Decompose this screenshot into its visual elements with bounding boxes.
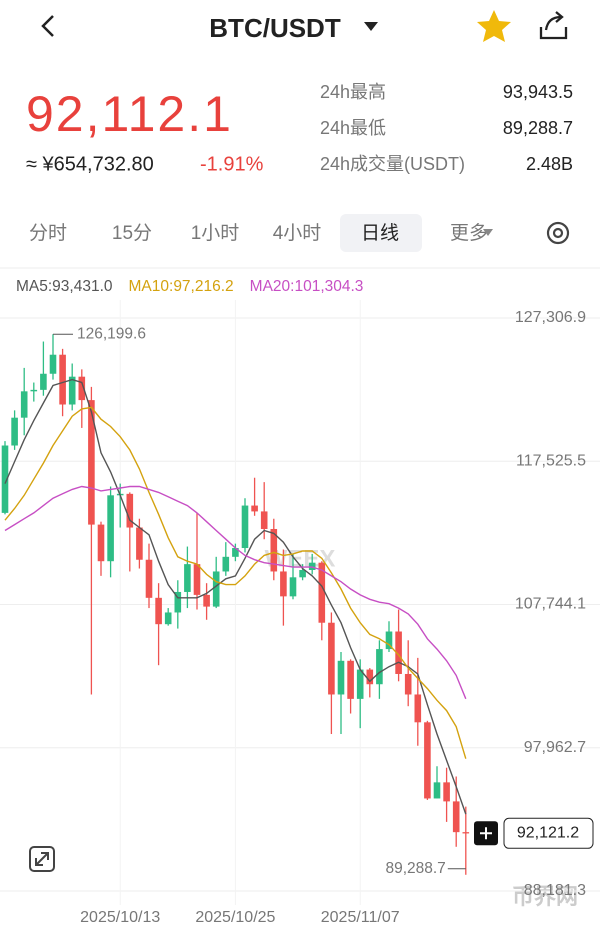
candle-body	[366, 669, 374, 685]
price-change: -1.91%	[200, 153, 264, 175]
pair-title[interactable]: BTC/USDT	[209, 13, 341, 43]
candle-body	[78, 376, 86, 401]
ma-legend: MA20:101,304.3	[250, 278, 364, 295]
x-tick-label: 2025/10/13	[80, 909, 160, 926]
settings-button[interactable]	[546, 221, 570, 245]
candle-body	[260, 511, 268, 529]
candle-body	[299, 569, 306, 578]
stat-value: 2.48B	[526, 154, 573, 174]
stat-value: 93,943.5	[503, 82, 573, 102]
price-tag-box	[503, 817, 594, 849]
ma-line	[4, 406, 467, 759]
last-price: 92,112.1	[26, 86, 233, 142]
x-tick-label: 2025/11/07	[321, 909, 400, 926]
stat-label: 24h最低	[320, 118, 386, 138]
candle-body	[395, 631, 402, 674]
candle-body	[376, 649, 383, 685]
candle-body	[452, 801, 460, 833]
candle-body	[251, 505, 258, 512]
candle-body	[40, 373, 47, 390]
candle-body	[68, 376, 76, 405]
timeframe-tab[interactable]: 日线	[361, 222, 399, 244]
y-tick-label: 88,181.3	[524, 882, 586, 899]
candle-body	[88, 400, 95, 525]
timeframe-tab[interactable]: 1小时	[191, 222, 240, 244]
y-tick-label: 107,744.1	[515, 596, 586, 613]
stat-label: 24h最高	[320, 82, 386, 102]
timeframe-tab[interactable]: 更多	[450, 222, 488, 244]
candle-body	[174, 591, 182, 613]
back-button[interactable]	[41, 15, 54, 37]
candle-body	[289, 577, 297, 597]
candle-body	[443, 782, 450, 802]
candle-body	[212, 571, 220, 607]
candle-body	[356, 669, 364, 699]
y-tick-label: 117,525.5	[516, 452, 586, 469]
candle-body	[318, 562, 326, 623]
price-tag-label: 92,121.2	[517, 825, 579, 842]
stat-label: 24h成交量(USDT)	[320, 154, 465, 174]
crosshair-plus	[480, 827, 492, 840]
candle-body	[328, 622, 335, 695]
candle-body	[136, 527, 143, 560]
candle-body	[424, 722, 431, 799]
ma-line	[4, 378, 467, 815]
y-tick-label: 97,962.7	[524, 739, 586, 756]
candle-body	[241, 505, 249, 549]
timeframe-tab[interactable]: 15分	[112, 222, 152, 244]
favorite-star[interactable]	[477, 10, 511, 42]
ma-line	[4, 485, 467, 700]
candle-body	[59, 354, 66, 405]
candle-body	[107, 495, 114, 562]
candle-body	[30, 389, 38, 392]
cny-price: ≈ ¥654,732.80	[26, 153, 154, 175]
fullscreen-button[interactable]	[29, 846, 55, 872]
candle-body	[145, 559, 153, 598]
candle-body	[126, 493, 134, 528]
y-tick-label: 127,306.9	[515, 309, 586, 326]
candle-body	[20, 391, 28, 418]
watermark: 币界网	[512, 884, 578, 909]
more-dropdown[interactable]	[483, 229, 493, 236]
candle-body	[193, 564, 201, 595]
active-tab-bg	[340, 214, 422, 252]
candle-body	[347, 660, 354, 699]
ma-legend: MA10:97,216.2	[129, 278, 234, 295]
min-label: 89,288.7	[385, 860, 445, 877]
timeframe-tab[interactable]: 分时	[29, 222, 67, 244]
candle-body	[270, 528, 278, 572]
max-label: 126,199.6	[77, 325, 146, 342]
candle-body	[164, 612, 172, 625]
candle-body	[184, 564, 191, 592]
candle-body	[414, 694, 422, 723]
candle-body	[97, 524, 105, 562]
candle-body	[462, 832, 470, 834]
timeframe-tab[interactable]: 4小时	[273, 222, 322, 244]
stat-value: 89,288.7	[503, 118, 573, 138]
share-button[interactable]	[539, 11, 568, 40]
pair-dropdown[interactable]	[364, 22, 378, 31]
candle-body	[203, 594, 210, 607]
ma-legend: MA5:93,431.0	[16, 278, 113, 295]
candle-body	[308, 562, 316, 570]
candle-body	[280, 571, 287, 597]
candle-body	[385, 631, 393, 650]
candle-body	[155, 597, 162, 625]
candle-body	[337, 660, 345, 695]
candle-body	[1, 445, 9, 513]
x-tick-label: 2025/10/25	[195, 909, 275, 926]
candle-body	[49, 354, 57, 374]
candle-body	[232, 548, 239, 557]
candle-body	[11, 417, 18, 446]
candle-body	[222, 556, 230, 572]
candle-body	[433, 782, 441, 799]
candle-body	[404, 673, 412, 695]
